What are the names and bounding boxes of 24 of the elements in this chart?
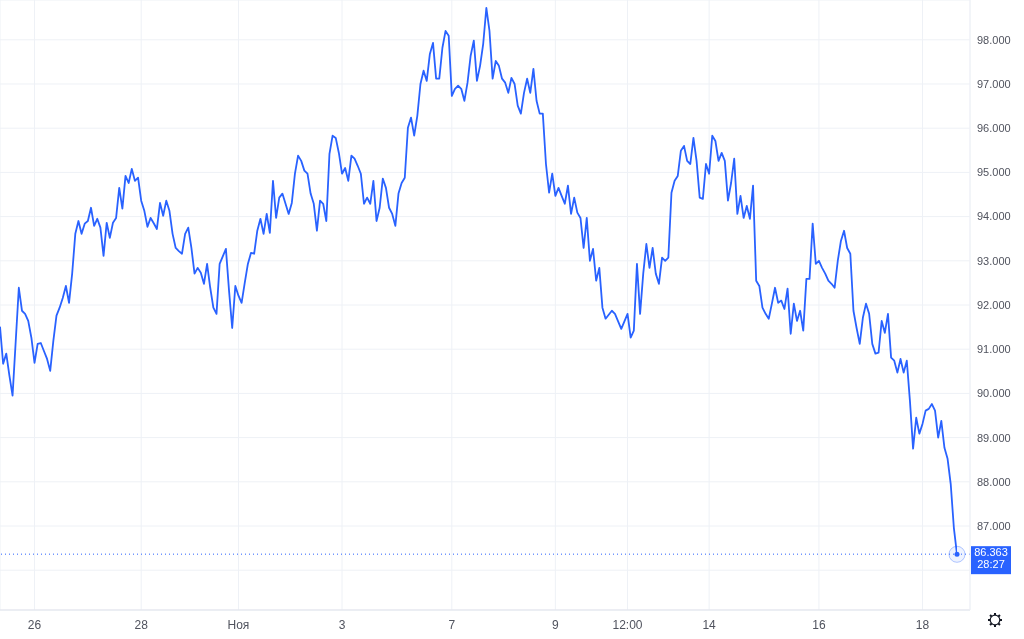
x-tick-label: 14 xyxy=(702,617,717,632)
x-tick-label: 18 xyxy=(915,617,930,632)
x-tick-label: 16 xyxy=(812,617,826,632)
text: 28:27 xyxy=(977,558,1005,571)
x-tick-label: 26 xyxy=(27,617,42,632)
y-tick-label: 91.000 xyxy=(977,343,1011,356)
y-tick-label: 94.000 xyxy=(977,210,1011,223)
y-tick-label: 98.000 xyxy=(977,33,1011,46)
x-tick-label: Ноя xyxy=(227,617,250,632)
x-tick-label: 28 xyxy=(134,617,149,632)
y-tick-label: 87.000 xyxy=(977,519,1011,532)
y-tick-label: 89.000 xyxy=(977,431,1011,444)
x-tick-label: 9 xyxy=(552,617,560,632)
y-tick-label: 92.000 xyxy=(977,298,1011,311)
y-tick-label: 88.000 xyxy=(977,475,1011,488)
x-tick-label: 12:00 xyxy=(612,617,643,632)
y-tick-label: 95.000 xyxy=(977,166,1011,179)
y-tick-label: 96.000 xyxy=(977,122,1011,135)
y-tick-label: 90.000 xyxy=(977,387,1011,400)
x-tick-label: 3 xyxy=(338,617,346,632)
ref-line-label: 86.363 xyxy=(974,546,1008,559)
y-tick-label: 93.000 xyxy=(977,254,1011,267)
x-tick-label: 7 xyxy=(448,617,456,632)
y-tick-label: 97.000 xyxy=(977,77,1011,90)
